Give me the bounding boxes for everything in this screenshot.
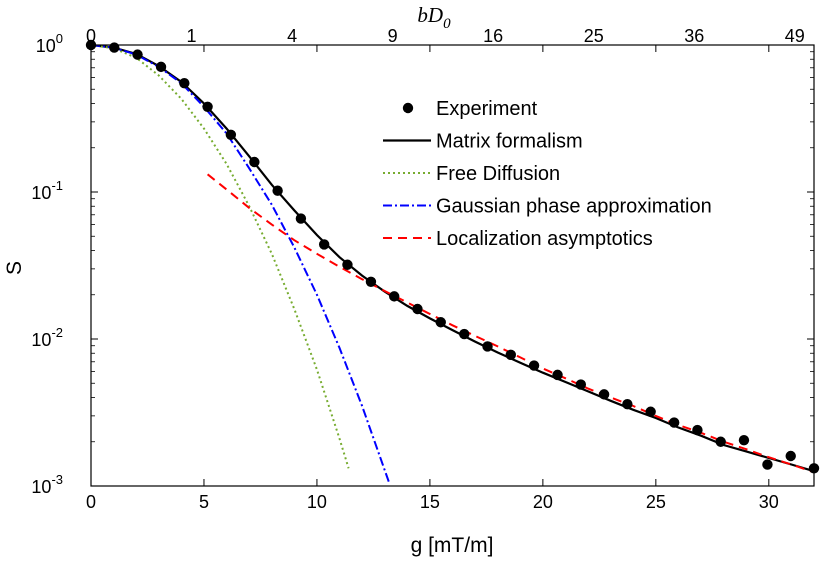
- experiment-point: [295, 213, 307, 224]
- experiment-point: [389, 291, 400, 302]
- y-axis: 100 10-1 10-2 10-3: [31, 31, 814, 497]
- experiment-point: [575, 379, 587, 390]
- top-tick-label: 49: [785, 26, 805, 46]
- experiment-point: [598, 389, 610, 400]
- legend-label-localization-asymptotics: Localization asymptotics: [436, 228, 653, 250]
- legend-label-free-diffusion: Free Diffusion: [436, 163, 560, 185]
- plot-frame: [90, 44, 815, 487]
- experiment-point: [132, 49, 143, 60]
- experiment-point: [622, 399, 633, 410]
- experiment-point: [435, 317, 446, 328]
- x-tick-label: 15: [420, 492, 440, 512]
- top-tick-label: 1: [187, 26, 197, 46]
- experiment-point: [225, 129, 237, 140]
- experiment-markers: [85, 39, 820, 474]
- experiment-point: [365, 276, 377, 287]
- x-tick-label: 10: [307, 492, 327, 512]
- experiment-point: [528, 360, 540, 371]
- experiment-point: [505, 349, 516, 361]
- experiment-point: [412, 303, 423, 315]
- experiment-point: [692, 424, 703, 436]
- experiment-point: [552, 369, 563, 381]
- experiment-point: [109, 42, 120, 53]
- experiment-point: [249, 156, 260, 168]
- top-tick-label: 36: [684, 26, 704, 46]
- experiment-point: [785, 450, 796, 462]
- legend-label-matrix-formalism: Matrix formalism: [436, 131, 583, 153]
- x-axis-title: g [mT/m]: [411, 534, 494, 557]
- legend-label-experiment: Experiment: [436, 98, 538, 120]
- y-tick-label: 10-3: [31, 472, 63, 497]
- experiment-point: [645, 406, 656, 417]
- plot-background: [91, 45, 814, 486]
- experiment-point: [272, 185, 283, 196]
- x-tick-label: 0: [86, 492, 96, 512]
- top-axis-title-subscript: 0: [443, 16, 451, 32]
- experiment-point: [738, 434, 750, 446]
- experiment-point: [459, 328, 470, 340]
- top-tick-label: 4: [287, 26, 297, 46]
- legend-marker-experiment: [402, 102, 414, 114]
- experiment-point: [762, 459, 773, 470]
- legend: Experiment Matrix formalism Free Diffusion…: [383, 98, 712, 250]
- experiment-point: [715, 436, 726, 447]
- y-axis-title: S: [3, 261, 26, 275]
- x-tick-label: 25: [646, 492, 666, 512]
- legend-label-gaussian-phase-approximation: Gaussian phase approximation: [436, 196, 712, 218]
- y-tick-label: 10-1: [31, 178, 63, 203]
- top-tick-label: 9: [388, 26, 398, 46]
- y-tick-label: 10-2: [31, 325, 63, 350]
- x-tick-label: 5: [199, 492, 209, 512]
- top-tick-label: 25: [584, 26, 604, 46]
- gaussian-phase-approximation-line: [90, 44, 391, 484]
- experiment-point: [202, 101, 213, 112]
- experiment-point: [318, 239, 330, 250]
- top-axis: 0 1 4 9 16 25 36 49: [86, 26, 805, 46]
- x-tick-label: 30: [759, 492, 779, 512]
- experiment-point: [668, 417, 680, 428]
- top-tick-label: 0: [86, 26, 96, 46]
- experiment-point: [342, 259, 353, 270]
- top-tick-label: 16: [483, 26, 503, 46]
- experiment-point: [482, 341, 493, 352]
- y-tick-label: 100: [36, 31, 63, 56]
- top-axis-title: bD0: [417, 3, 451, 32]
- x-tick-label: 20: [533, 492, 553, 512]
- experiment-point: [179, 77, 190, 89]
- experiment-point: [155, 61, 167, 73]
